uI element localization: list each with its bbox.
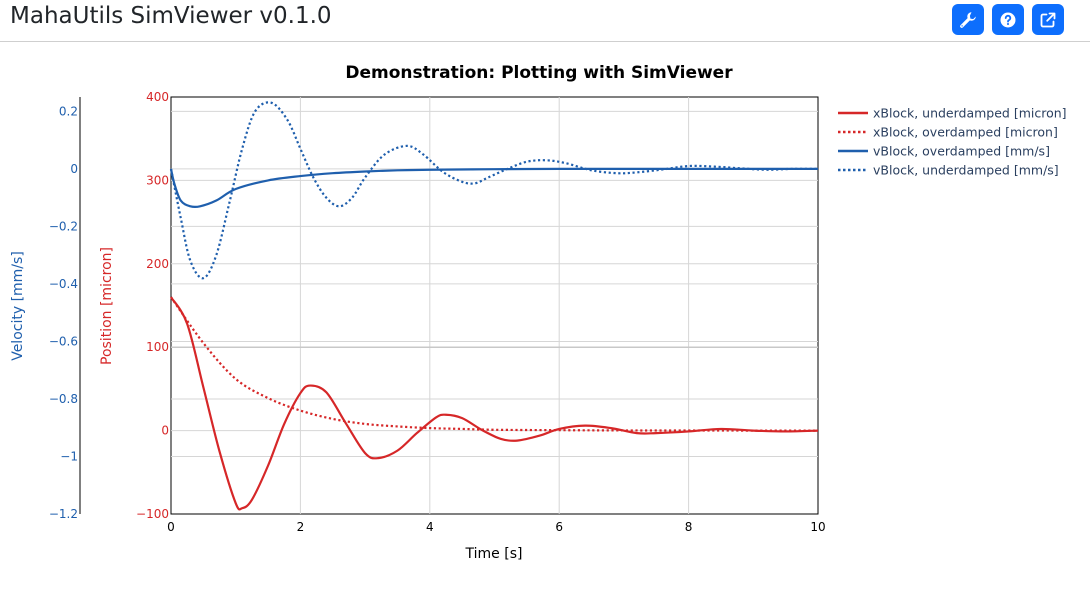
legend-label: vBlock, overdamped [mm/s] — [873, 144, 1050, 159]
x-tick-label: 8 — [685, 520, 693, 534]
velocity-tick-label: −0.4 — [49, 277, 78, 291]
legend-item[interactable]: vBlock, overdamped [mm/s] — [838, 144, 1050, 159]
help-icon — [1000, 12, 1016, 27]
velocity-axis-ticks: −1.2 −1 −0.8 −0.6 −0.4 −0.2 0 0.2 — [49, 104, 78, 521]
position-tick-label: 300 — [146, 173, 169, 187]
velocity-tick-label: −0.2 — [49, 219, 78, 233]
external-link-icon — [1040, 12, 1056, 27]
position-tick-label: 200 — [146, 257, 169, 271]
help-button[interactable] — [992, 4, 1024, 35]
velocity-tick-label: −1 — [60, 449, 78, 463]
legend-label: xBlock, overdamped [micron] — [873, 125, 1058, 140]
velocity-tick-label: −1.2 — [49, 507, 78, 521]
velocity-tick-label: 0.2 — [59, 104, 78, 118]
wrench-icon — [960, 11, 976, 28]
series-group — [169, 101, 819, 511]
series-line-4[interactable] — [169, 101, 819, 280]
app-header: MahaUtils SimViewer v0.1.0 — [0, 0, 1090, 42]
position-tick-label: 400 — [146, 90, 169, 104]
legend-item[interactable]: xBlock, underdamped [micron] — [838, 106, 1067, 121]
legend-item[interactable]: xBlock, overdamped [micron] — [838, 125, 1058, 140]
legend-label: xBlock, underdamped [micron] — [873, 106, 1067, 121]
series-line-3[interactable] — [169, 167, 818, 209]
plot-area — [170, 96, 819, 515]
x-tick-label: 2 — [297, 520, 305, 534]
x-tick-label: 10 — [810, 520, 825, 534]
app-title: MahaUtils SimViewer v0.1.0 — [10, 3, 332, 29]
x-tick-label: 0 — [167, 520, 175, 534]
legend-item[interactable]: vBlock, underdamped [mm/s] — [838, 163, 1059, 178]
position-tick-label: 100 — [146, 340, 169, 354]
velocity-tick-label: 0 — [70, 162, 78, 176]
position-axis-ticks: −100 0 100 200 300 400 — [136, 90, 169, 521]
series-line-1[interactable] — [170, 296, 819, 511]
chart-title: Demonstration: Plotting with SimViewer — [345, 63, 733, 83]
x-axis-ticks: 0 2 4 6 8 10 — [167, 520, 825, 534]
x-tick-label: 6 — [555, 520, 563, 534]
chart-legend[interactable]: xBlock, underdamped [micron] xBlock, over… — [838, 106, 1067, 178]
position-tick-label: 0 — [161, 424, 169, 438]
velocity-tick-label: −0.6 — [49, 334, 78, 348]
open-external-button[interactable] — [1032, 4, 1064, 35]
chart-canvas[interactable]: Demonstration: Plotting with SimViewer 0… — [0, 42, 1090, 595]
gridlines — [171, 97, 818, 514]
velocity-tick-label: −0.8 — [49, 392, 78, 406]
x-tick-label: 4 — [426, 520, 434, 534]
position-axis-label: Position [micron] — [99, 247, 115, 365]
x-axis-label: Time [s] — [465, 546, 523, 562]
settings-button[interactable] — [952, 4, 984, 35]
velocity-axis-label: Velocity [mm/s] — [10, 251, 26, 361]
position-tick-label: −100 — [136, 507, 169, 521]
legend-label: vBlock, underdamped [mm/s] — [873, 163, 1059, 178]
